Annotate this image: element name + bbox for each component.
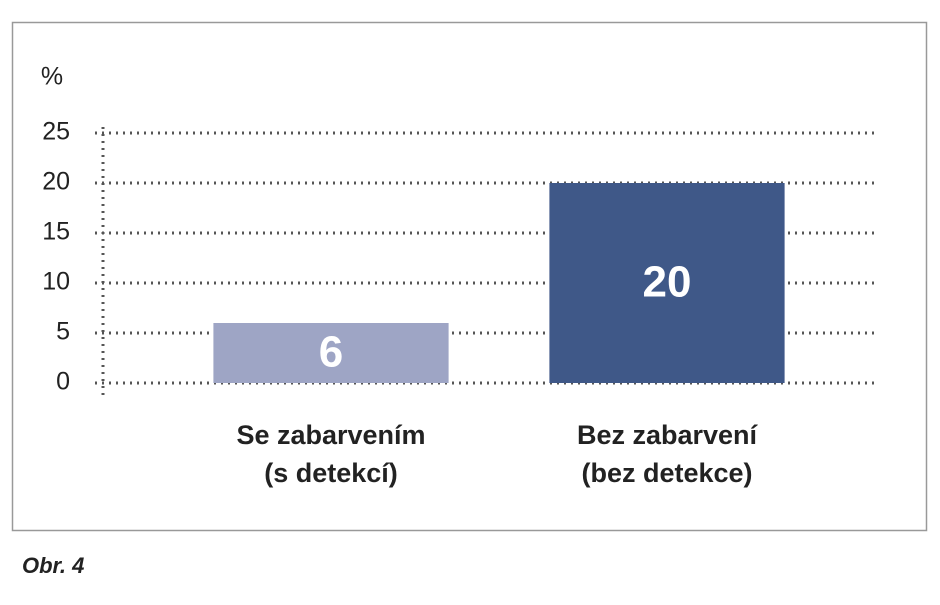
value-label: 20 xyxy=(643,258,692,307)
x-tick-label: (bez detekce) xyxy=(581,458,752,488)
y-tick-label: 20 xyxy=(42,168,70,196)
y-tick-label: 5 xyxy=(56,318,70,346)
caption: Obr. 4 xyxy=(22,553,84,578)
x-tick-label: Se zabarvením xyxy=(236,420,425,450)
bar xyxy=(549,183,785,383)
frame xyxy=(11,21,928,532)
y-tick-label: 10 xyxy=(42,268,70,296)
x-tick-label: (s detekcí) xyxy=(264,458,398,488)
x-tick-label: Bez zabarvení xyxy=(577,420,759,450)
bar xyxy=(213,323,449,383)
y-axis-label: % xyxy=(41,63,63,91)
value-label: 6 xyxy=(319,328,343,377)
y-tick-label: 25 xyxy=(42,118,70,146)
y-tick-label: 15 xyxy=(42,218,70,246)
y-tick-label: 0 xyxy=(56,368,70,396)
